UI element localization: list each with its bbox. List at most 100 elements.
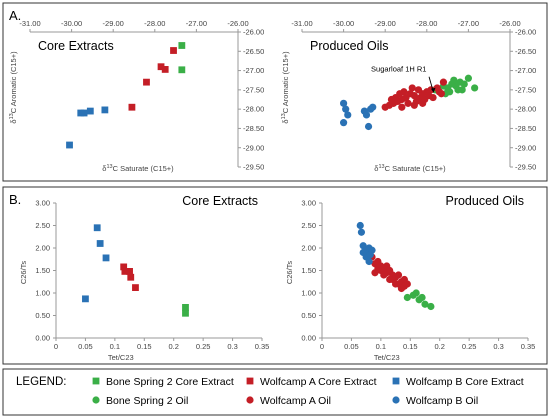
data-point bbox=[344, 111, 352, 119]
y-tick-label: 1.50 bbox=[35, 266, 50, 275]
x-tick-label: -28.00 bbox=[416, 19, 437, 28]
y-tick-label: -29.00 bbox=[243, 143, 264, 152]
chart-title: Core Extracts bbox=[182, 194, 258, 208]
y-tick-label: -26.00 bbox=[243, 28, 264, 37]
legend-item-wolfcamp-b-oil: Wolfcamp B Oil bbox=[392, 395, 478, 407]
charts: -31.00 -30.00 -29.00 -28.00 -27.00 -26.00-26.… bbox=[9, 19, 536, 362]
y-tick-label: 2.50 bbox=[35, 221, 50, 230]
data-point bbox=[394, 271, 403, 279]
isotope-chart-0: -31.00 -30.00 -29.00 -28.00 -27.00 -26.00-26.… bbox=[9, 19, 264, 173]
panel-b-frame bbox=[2, 186, 548, 365]
y-tick-label: 3.00 bbox=[35, 199, 50, 208]
x-tick-label: -29.00 bbox=[375, 19, 396, 28]
data-point bbox=[357, 228, 366, 236]
x-tick-label: 0.1 bbox=[376, 342, 386, 351]
chart-title: Produced Oils bbox=[445, 194, 524, 208]
data-point bbox=[429, 93, 437, 102]
series-wolfcamp-a-oil bbox=[368, 253, 411, 293]
data-point bbox=[380, 271, 388, 279]
data-point bbox=[127, 273, 135, 281]
data-point bbox=[157, 63, 165, 71]
data-point bbox=[362, 111, 371, 119]
y-axis-label: δ13C Aromatic (C15+) bbox=[281, 51, 290, 124]
panel-a-frame bbox=[2, 2, 548, 182]
x-axis-label: Tet/C23 bbox=[374, 353, 400, 362]
y-tick-label: -26.50 bbox=[243, 47, 264, 56]
data-point bbox=[340, 119, 348, 127]
series-bone-spring-2-oil bbox=[403, 289, 435, 311]
data-point bbox=[471, 84, 479, 92]
data-point bbox=[419, 99, 427, 107]
data-point bbox=[386, 275, 394, 284]
data-point bbox=[464, 74, 472, 82]
data-point bbox=[170, 47, 177, 54]
data-point bbox=[397, 284, 406, 293]
series-wolfcamp-b-oil bbox=[356, 221, 376, 266]
y-tick-label: -28.00 bbox=[515, 105, 536, 114]
data-point bbox=[381, 103, 389, 111]
x-tick-label: 0.3 bbox=[493, 342, 503, 351]
data-point bbox=[418, 293, 426, 302]
legend-item-wolfcamp-a-core-extract: Wolfcamp A Core Extract bbox=[246, 376, 377, 388]
y-tick-label: -29.50 bbox=[515, 163, 536, 172]
data-point bbox=[412, 289, 420, 297]
y-tick-label: 0.50 bbox=[35, 311, 50, 320]
y-tick-label: -27.00 bbox=[243, 66, 264, 75]
section-b-label: B. bbox=[9, 192, 21, 207]
data-point bbox=[391, 280, 400, 288]
data-point bbox=[82, 295, 89, 303]
x-tick-label: -26.00 bbox=[227, 19, 248, 28]
y-axis-label: C26/Ts bbox=[19, 261, 28, 285]
x-tick-label: -28.00 bbox=[144, 19, 165, 28]
data-point bbox=[450, 76, 458, 84]
legend-title: LEGEND: bbox=[16, 376, 67, 388]
y-tick-label: 2.50 bbox=[301, 221, 316, 230]
legend-item-wolfcamp-b-core-extract: Wolfcamp B Core Extract bbox=[392, 376, 524, 388]
series-wolfcamp-a-core-extract bbox=[120, 263, 139, 291]
x-tick-label: 0.25 bbox=[462, 342, 477, 351]
x-tick-label: -26.00 bbox=[499, 19, 520, 28]
data-point bbox=[387, 95, 396, 104]
series-wolfcamp-a-oil bbox=[381, 78, 448, 111]
y-tick-label: -26.50 bbox=[515, 47, 536, 56]
x-tick-label: -30.00 bbox=[333, 19, 354, 28]
y-tick-label: 0.00 bbox=[301, 334, 316, 343]
y-tick-label: 1.50 bbox=[301, 266, 316, 275]
data-point bbox=[182, 309, 189, 317]
x-tick-label: -27.00 bbox=[186, 19, 207, 28]
data-point bbox=[342, 105, 350, 113]
data-point bbox=[143, 78, 150, 86]
data-point bbox=[359, 248, 367, 257]
data-point bbox=[356, 221, 364, 230]
data-point bbox=[86, 107, 94, 115]
x-tick-label: 0.3 bbox=[227, 342, 237, 351]
section-a-label: A. bbox=[9, 8, 21, 23]
data-point bbox=[398, 103, 406, 111]
x-tick-label: 0.15 bbox=[403, 342, 418, 351]
x-tick-label: -31.00 bbox=[291, 19, 312, 28]
x-tick-label: 0 bbox=[320, 342, 324, 351]
y-tick-label: -26.00 bbox=[515, 28, 536, 37]
legend-label: Wolfcamp A Core Extract bbox=[260, 376, 377, 388]
x-tick-label: -27.00 bbox=[458, 19, 479, 28]
y-tick-label: 1.00 bbox=[301, 289, 316, 298]
data-point bbox=[126, 268, 133, 275]
legend-marker bbox=[246, 377, 254, 385]
x-tick-label: 0.1 bbox=[110, 342, 120, 351]
series-wolfcamp-b-oil bbox=[340, 99, 377, 131]
x-axis-label: Tet/C23 bbox=[108, 353, 134, 362]
legend-label: Bone Spring 2 Core Extract bbox=[106, 376, 234, 388]
x-tick-label: 0 bbox=[54, 342, 58, 351]
data-point bbox=[421, 300, 429, 308]
legend-item-bone-spring-2-oil: Bone Spring 2 Oil bbox=[92, 395, 188, 407]
legend-item-wolfcamp-a-oil: Wolfcamp A Oil bbox=[246, 395, 331, 407]
y-tick-label: 0.50 bbox=[301, 311, 316, 320]
data-point bbox=[178, 42, 186, 49]
x-tick-label: 0.2 bbox=[168, 342, 178, 351]
x-tick-label: -29.00 bbox=[103, 19, 124, 28]
series-wolfcamp-b-core-extract bbox=[82, 224, 110, 303]
x-axis-label: δ13C Saturate (C15+) bbox=[102, 164, 174, 173]
ratio-chart-2: 0 0.05 0.1 0.15 0.2 0.25 0.3 0.35 0.00 0.50 1.00 1.… bbox=[19, 194, 269, 362]
y-tick-label: 0.00 bbox=[35, 334, 50, 343]
data-point bbox=[340, 99, 348, 107]
